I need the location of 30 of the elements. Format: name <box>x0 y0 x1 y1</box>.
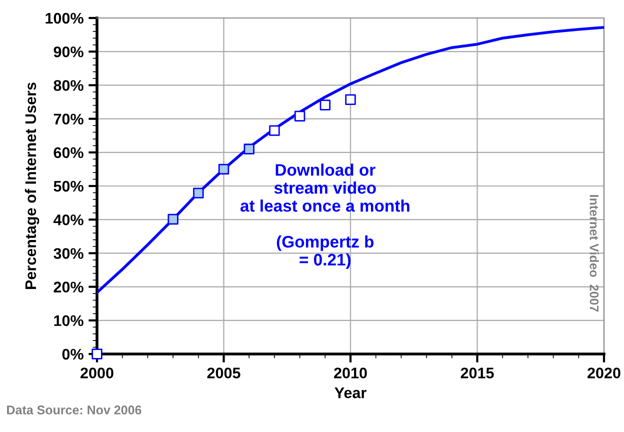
x-tick-label: 2010 <box>334 368 367 378</box>
text: Download or stream video at least once a month (Gompertz b = 0.21) <box>240 164 410 269</box>
y-tick-label: 40% <box>53 214 84 226</box>
point <box>244 144 254 154</box>
point <box>345 94 356 105</box>
y-tick-label: 50% <box>54 180 84 192</box>
y-tick-label: 70% <box>54 114 84 124</box>
x-tick-label: 2005 <box>207 368 240 378</box>
y-tick-label: 80% <box>54 80 84 91</box>
point <box>193 188 204 198</box>
y-tick-label: 10% <box>54 315 84 326</box>
annotation: Internet Video 2007 <box>590 195 599 312</box>
y-tick-label: 30% <box>54 248 84 259</box>
point <box>320 100 331 110</box>
x-tick-label: 2020 <box>588 368 620 378</box>
point <box>168 214 178 225</box>
point <box>294 110 306 122</box>
point <box>92 348 102 360</box>
y-tick-label: 20% <box>54 282 84 292</box>
point <box>218 164 230 175</box>
x-tick-label: 2015 <box>460 368 494 378</box>
source-note: Data Source: Nov 2006 <box>7 406 142 414</box>
point <box>269 125 280 136</box>
y-tick-label: 0% <box>62 348 84 360</box>
y-tick-label: 100% <box>46 12 84 24</box>
y-tick-label: 90% <box>54 46 84 58</box>
x-axis-title: Year <box>334 388 366 398</box>
x-tick-label: 2000 <box>80 368 114 378</box>
y-tick-label: 60% <box>54 147 84 158</box>
y-axis-title: Percentage of Internet Users <box>24 82 40 289</box>
